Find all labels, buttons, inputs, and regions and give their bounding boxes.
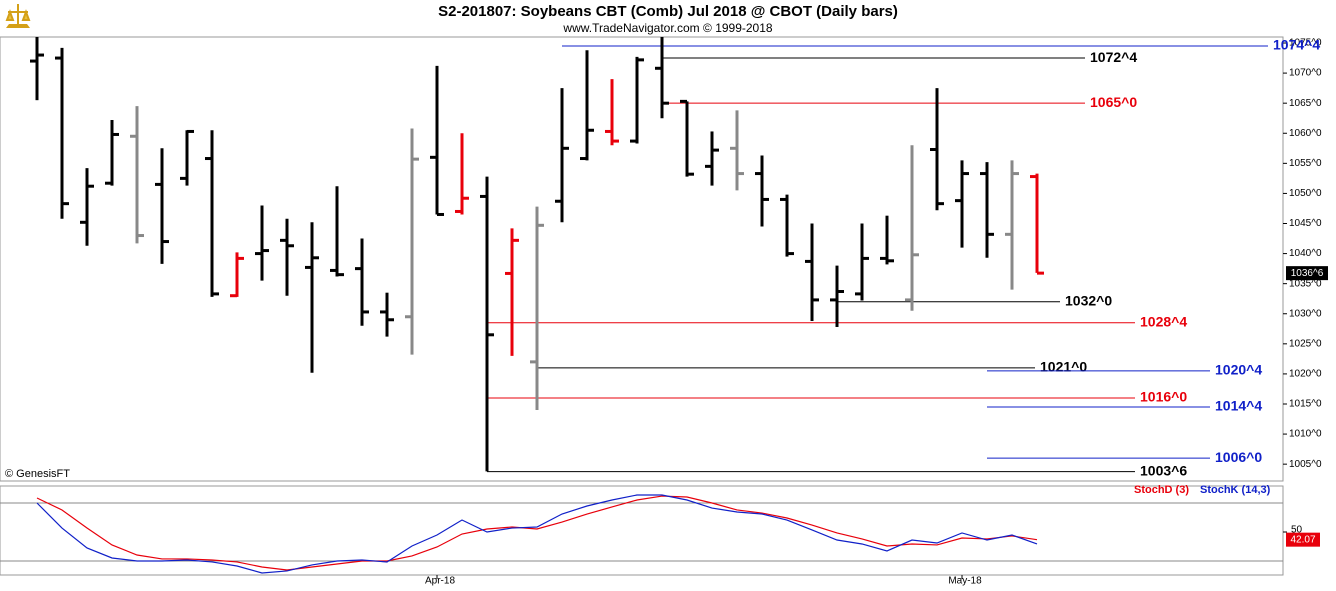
- last-price-label: 1036^6: [1291, 268, 1324, 279]
- source-note: © GenesisFT: [5, 468, 70, 480]
- y-tick-label: 1020^0: [1289, 369, 1322, 380]
- x-tick-label: May-18: [948, 576, 982, 587]
- y-tick-label: 1005^0: [1289, 459, 1322, 470]
- y-tick-label: 1075^0: [1289, 38, 1322, 49]
- level-label: 1072^4: [1090, 49, 1137, 65]
- level-label: 1021^0: [1040, 359, 1087, 375]
- y-tick-label: 1030^0: [1289, 308, 1322, 319]
- level-label: 1020^4: [1215, 362, 1262, 378]
- y-tick-label: 1065^0: [1289, 98, 1322, 109]
- chart-subtitle: www.TradeNavigator.com © 1999-2018: [562, 21, 772, 35]
- y-tick-label: 1040^0: [1289, 248, 1322, 259]
- y-tick-label: 50: [1291, 525, 1303, 536]
- legend-label: StochD (3): [1134, 484, 1189, 496]
- chart-title: S2-201807: Soybeans CBT (Comb) Jul 2018 …: [438, 3, 898, 20]
- level-label: 1028^4: [1140, 313, 1187, 329]
- level-label: 1003^6: [1140, 462, 1187, 478]
- level-label: 1074^4: [1273, 37, 1320, 53]
- y-tick-label: 1045^0: [1289, 218, 1322, 229]
- y-tick-label: 1010^0: [1289, 429, 1322, 440]
- y-tick-label: 1060^0: [1289, 128, 1322, 139]
- indicator-line: [36, 494, 1038, 574]
- y-tick-label: 1050^0: [1289, 188, 1322, 199]
- logo: [5, 4, 31, 28]
- y-tick-label: 1055^0: [1289, 158, 1322, 169]
- indicator-value-label: 42.07: [1290, 534, 1315, 545]
- y-tick-label: 1015^0: [1289, 399, 1322, 410]
- y-tick-label: 1025^0: [1289, 338, 1322, 349]
- level-label: 1006^0: [1215, 449, 1262, 465]
- level-label: 1032^0: [1065, 292, 1112, 308]
- last-price-box: [1286, 266, 1328, 281]
- level-label: 1016^0: [1140, 389, 1187, 405]
- legend-label: StochK (14,3): [1200, 484, 1271, 496]
- level-label: 1065^0: [1090, 94, 1137, 110]
- plot-layer: 1005^0 1010^0 1015^0 1020^0 1025^0 1030^0 1035…: [0, 37, 1328, 587]
- y-tick-label: 1070^0: [1289, 68, 1322, 79]
- level-label: 1014^4: [1215, 398, 1262, 414]
- indicator-line: [36, 495, 1038, 571]
- x-tick-label: Apr-18: [425, 576, 455, 587]
- y-tick-label: 1035^0: [1289, 278, 1322, 289]
- indicator-value-box: [1286, 532, 1320, 547]
